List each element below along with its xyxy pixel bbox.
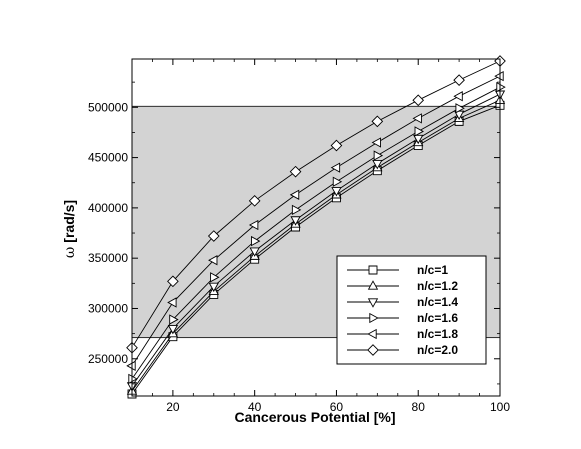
data-point bbox=[496, 82, 506, 93]
y-tick-label: 450000 bbox=[88, 151, 128, 165]
y-tick-label: 300000 bbox=[88, 301, 128, 315]
series-4 bbox=[128, 82, 506, 385]
series-line bbox=[131, 104, 501, 395]
legend-item: n/c=1.2 bbox=[347, 279, 458, 293]
data-point bbox=[330, 162, 341, 173]
data-point bbox=[210, 272, 220, 283]
series-line bbox=[131, 93, 501, 387]
legend-item: n/c=1 bbox=[347, 263, 448, 277]
y-tick-label: 500000 bbox=[88, 100, 128, 114]
y-axis-symbol: ω bbox=[62, 247, 78, 258]
series-line bbox=[131, 86, 501, 380]
legend-label: n/c=1 bbox=[417, 263, 448, 277]
data-point bbox=[372, 159, 383, 170]
data-point bbox=[169, 314, 179, 325]
data-point bbox=[412, 94, 425, 107]
data-point bbox=[332, 176, 343, 187]
series-line bbox=[131, 75, 501, 367]
data-point bbox=[373, 150, 384, 161]
axis-layer: 20 40 60 80 100 250000 300000 350000 400000 45000… bbox=[88, 59, 510, 414]
x-tick-label: 80 bbox=[412, 400, 426, 414]
legend-marker bbox=[367, 298, 379, 308]
legend-marker bbox=[367, 344, 379, 356]
legend-label: n/c=1.4 bbox=[417, 295, 458, 309]
data-point bbox=[371, 137, 381, 148]
series-line bbox=[131, 99, 501, 392]
legend-marker bbox=[367, 280, 379, 290]
data-point bbox=[251, 235, 261, 247]
data-point bbox=[412, 113, 422, 124]
data-point bbox=[291, 204, 302, 216]
legend-marker bbox=[369, 312, 379, 324]
y-tick-label: 250000 bbox=[88, 352, 128, 366]
x-tick-label: 40 bbox=[248, 400, 262, 414]
data-point bbox=[248, 219, 259, 231]
legend-label: n/c=1.2 bbox=[417, 279, 458, 293]
data-point bbox=[289, 189, 300, 200]
data-point bbox=[331, 187, 342, 197]
x-axis-title: Cancerous Potential [%] bbox=[234, 409, 395, 425]
legend-label: n/c=2.0 bbox=[417, 343, 458, 357]
data-point bbox=[494, 70, 504, 82]
data-point bbox=[208, 255, 218, 266]
data-point bbox=[126, 360, 136, 371]
legend-marker bbox=[367, 328, 377, 340]
legend-marker bbox=[368, 265, 378, 275]
series-layer bbox=[126, 55, 506, 399]
legend-item: n/c=1.4 bbox=[347, 295, 458, 309]
legend-item: n/c=1.8 bbox=[347, 327, 458, 341]
y-axis-title: ω [rad/s] bbox=[61, 200, 78, 258]
legend-item: n/c=2.0 bbox=[347, 343, 458, 357]
data-point bbox=[207, 230, 220, 242]
legend-item: n/c=1.6 bbox=[347, 311, 458, 325]
data-point bbox=[455, 103, 465, 114]
data-point bbox=[167, 297, 177, 308]
y-tick-label: 400000 bbox=[88, 201, 128, 215]
data-point bbox=[414, 126, 424, 137]
series-5 bbox=[126, 70, 504, 371]
y-axis-title-text: ω [rad/s] bbox=[61, 200, 78, 258]
legend-items: n/c=1 n/c=1.2 n/c=1.4 n/c=1.6 n/c=1.8 n/c=2.0 bbox=[347, 263, 458, 357]
legend-label: n/c=1.8 bbox=[417, 327, 458, 341]
data-point bbox=[167, 324, 179, 335]
data-point bbox=[413, 134, 424, 145]
legend-label: n/c=1.6 bbox=[417, 311, 458, 325]
x-tick-label: 100 bbox=[490, 400, 510, 414]
data-point bbox=[330, 139, 343, 152]
x-tick-label: 20 bbox=[166, 400, 180, 414]
data-point bbox=[289, 165, 302, 178]
y-tick-label: 350000 bbox=[88, 251, 128, 265]
legend-box bbox=[336, 255, 487, 365]
data-point bbox=[453, 91, 463, 102]
series-line bbox=[131, 60, 501, 348]
data-point bbox=[208, 282, 219, 293]
data-point bbox=[128, 373, 138, 385]
legend: n/c=1 n/c=1.2 n/c=1.4 n/c=1.6 n/c=1.8 n/c=2.0 bbox=[336, 255, 487, 365]
data-point bbox=[453, 74, 465, 86]
x-tick-label: 60 bbox=[330, 400, 344, 414]
data-point bbox=[290, 216, 301, 226]
series-2 bbox=[126, 94, 506, 395]
data-point bbox=[248, 195, 261, 207]
data-point bbox=[167, 275, 179, 288]
series-3 bbox=[126, 90, 506, 392]
data-point bbox=[371, 115, 384, 128]
y-axis-unit: [rad/s] bbox=[61, 200, 77, 243]
data-point bbox=[249, 247, 260, 257]
